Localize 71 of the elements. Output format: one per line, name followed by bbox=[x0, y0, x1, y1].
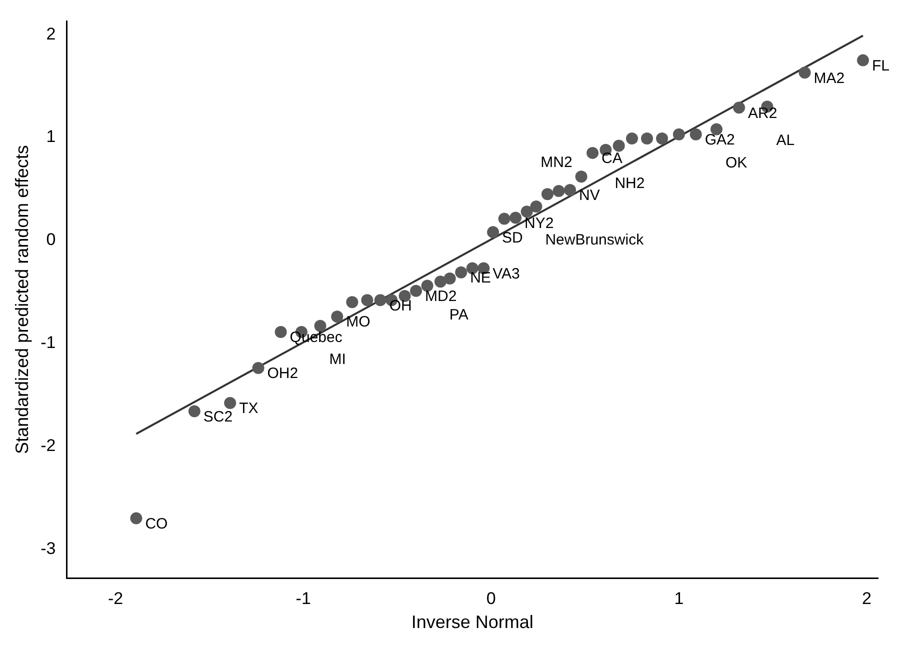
point bbox=[541, 188, 554, 200]
point bbox=[690, 128, 702, 140]
point bbox=[374, 294, 386, 306]
point bbox=[612, 140, 625, 152]
point bbox=[498, 212, 510, 225]
annotation: MD2 bbox=[425, 288, 457, 305]
annotation: SC2 bbox=[203, 408, 233, 426]
annotation: MO bbox=[346, 314, 370, 331]
point bbox=[510, 212, 522, 224]
y-tick-label: 2 bbox=[46, 24, 56, 44]
annotation: MN2 bbox=[540, 154, 572, 171]
point bbox=[552, 185, 565, 198]
x-tick-label: -1 bbox=[296, 588, 311, 608]
point bbox=[641, 132, 654, 145]
annotation: AR2 bbox=[748, 104, 778, 122]
point bbox=[733, 102, 746, 114]
annotation: GA2 bbox=[704, 132, 735, 149]
annotation: OK bbox=[725, 154, 748, 172]
point bbox=[626, 132, 638, 145]
y-axis-title: Standardized predicted random effects bbox=[12, 145, 32, 454]
annotation: SD bbox=[502, 229, 524, 246]
point bbox=[672, 128, 685, 140]
point bbox=[224, 397, 236, 410]
point bbox=[798, 66, 811, 79]
x-axis-title: Inverse Normal bbox=[411, 612, 534, 632]
annotation: CO bbox=[145, 515, 168, 532]
point bbox=[421, 280, 434, 292]
x-tick-label: 1 bbox=[674, 588, 684, 608]
point bbox=[455, 266, 468, 278]
y-tick-label: 0 bbox=[46, 230, 56, 250]
point bbox=[130, 512, 142, 524]
x-tick-label: 2 bbox=[862, 588, 872, 608]
annotation: NV bbox=[579, 187, 600, 204]
annotation: NY2 bbox=[524, 214, 554, 232]
point bbox=[444, 272, 456, 284]
point bbox=[530, 200, 542, 212]
annotation: NH2 bbox=[614, 174, 645, 192]
point bbox=[274, 326, 287, 338]
point bbox=[346, 296, 358, 308]
annotation: FL bbox=[872, 57, 890, 74]
annotation: NewBrunswick bbox=[545, 232, 644, 249]
annotation: MA2 bbox=[814, 70, 845, 87]
point bbox=[434, 276, 446, 288]
point bbox=[314, 320, 326, 332]
point bbox=[331, 310, 344, 323]
annotation: VA3 bbox=[492, 265, 520, 282]
point bbox=[188, 405, 200, 418]
annotation: PA bbox=[449, 306, 468, 324]
annotation: OH bbox=[389, 297, 412, 314]
point bbox=[252, 362, 264, 374]
y-tick-label: -2 bbox=[40, 436, 56, 455]
y-tick-label: -1 bbox=[40, 333, 56, 352]
point bbox=[361, 294, 374, 306]
annotation: NE bbox=[470, 269, 491, 286]
point bbox=[487, 226, 500, 238]
point bbox=[575, 170, 588, 183]
point bbox=[856, 54, 869, 66]
annotation: CA bbox=[602, 150, 622, 168]
point bbox=[564, 184, 576, 196]
annotation: TX bbox=[239, 400, 258, 418]
x-tick-label: 0 bbox=[486, 588, 496, 608]
annotation: OH2 bbox=[267, 365, 298, 382]
y-tick-label: 1 bbox=[46, 127, 56, 146]
y-tick-label: -3 bbox=[40, 538, 56, 558]
point bbox=[520, 206, 533, 218]
annotation: MI bbox=[329, 350, 346, 368]
x-tick-label: -2 bbox=[108, 588, 124, 608]
annotation: AL bbox=[776, 132, 795, 149]
point bbox=[410, 284, 422, 297]
point bbox=[586, 146, 599, 159]
point bbox=[656, 132, 668, 145]
